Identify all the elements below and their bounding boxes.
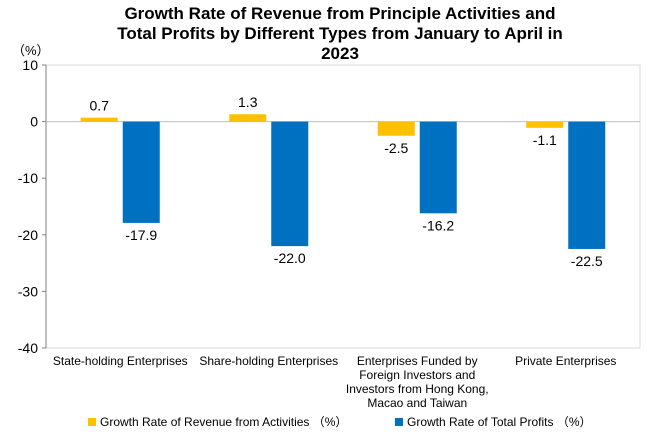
- data-label-s0-c1: 1.3: [238, 94, 258, 110]
- bar-s0-c1: [229, 114, 267, 122]
- chart-title: Growth Rate of Revenue from Principle Ac…: [117, 4, 563, 63]
- data-label-s0-c2: -2.5: [384, 140, 408, 156]
- bar-s0-c3: [526, 121, 564, 128]
- bar-s1-c0: [122, 121, 160, 223]
- bar-s1-c3: [568, 121, 606, 249]
- data-label-s1-c3: -22.5: [571, 253, 603, 269]
- legend-label-profits: Growth Rate of Total Profits （%）: [407, 415, 592, 429]
- category-label-2: Enterprises Funded by Foreign Investors a…: [346, 354, 489, 410]
- data-label-s1-c1: -22.0: [274, 250, 306, 266]
- bar-s0-c0: [80, 117, 118, 122]
- legend-swatch-revenue: [88, 417, 96, 426]
- data-label-s0-c3: -1.1: [533, 132, 557, 148]
- data-label-s0-c0: 0.7: [90, 98, 110, 114]
- data-label-s1-c2: -16.2: [422, 217, 454, 233]
- y-tick-label-3: -20: [18, 227, 38, 243]
- y-tick-label-4: -30: [18, 283, 38, 299]
- category-label-0: State-holding Enterprises: [53, 354, 188, 368]
- y-axis-unit: （%）: [12, 43, 50, 58]
- y-tick-label-2: -10: [18, 170, 38, 186]
- bar-s1-c2: [419, 121, 457, 214]
- legend-item-profits: Growth Rate of Total Profits （%）: [395, 413, 592, 430]
- category-label-1: Share-holding Enterprises: [199, 354, 338, 368]
- y-tick-label-5: -40: [18, 340, 38, 356]
- y-tick-label-1: 0: [30, 114, 38, 130]
- legend-swatch-profits: [395, 417, 403, 426]
- legend-item-revenue: Growth Rate of Revenue from Activities （…: [88, 413, 347, 430]
- category-label-3: Private Enterprises: [515, 354, 616, 368]
- data-label-s1-c0: -17.9: [125, 227, 157, 243]
- bar-s0-c2: [377, 121, 415, 136]
- bar-s1-c1: [271, 121, 309, 247]
- legend-label-revenue: Growth Rate of Revenue from Activities （…: [100, 415, 348, 429]
- y-tick-label-0: 10: [22, 57, 38, 73]
